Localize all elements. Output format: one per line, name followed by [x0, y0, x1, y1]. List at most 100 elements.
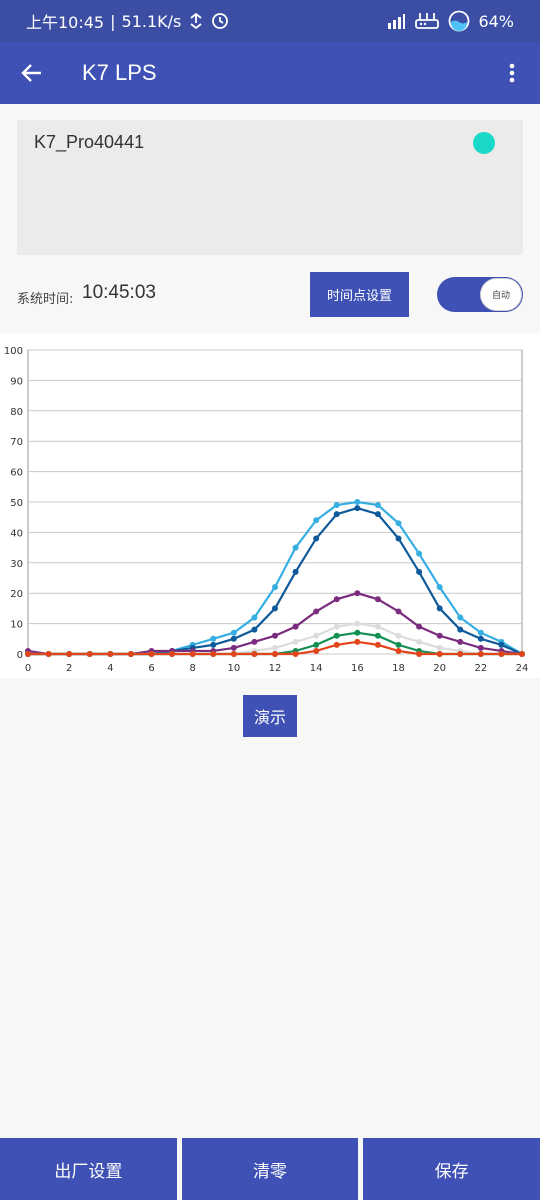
device-card[interactable]: K7_Pro40441 — [17, 120, 523, 255]
series-point-0 — [333, 502, 340, 509]
series-point-5 — [416, 651, 423, 657]
sync-icon — [187, 12, 205, 30]
x-tick-label: 16 — [351, 663, 364, 674]
series-point-5 — [272, 651, 278, 657]
battery-level: 64% — [478, 11, 514, 31]
series-point-5 — [210, 651, 217, 657]
series-point-1 — [230, 635, 237, 642]
y-tick-label: 60 — [10, 468, 23, 479]
series-point-1 — [436, 605, 443, 612]
y-tick-label: 70 — [10, 437, 23, 448]
series-point-5 — [457, 651, 464, 657]
series-point-1 — [457, 626, 464, 633]
series-point-5 — [292, 651, 299, 657]
series-point-2 — [477, 644, 484, 651]
back-button[interactable] — [2, 42, 62, 104]
status-divider: | — [110, 11, 116, 31]
series-point-2 — [436, 632, 443, 639]
series-point-4 — [395, 641, 402, 648]
y-tick-label: 80 — [10, 407, 23, 418]
time-row: 系统时间: 10:45:03 时间点设置 自动 — [0, 270, 540, 332]
series-point-3 — [395, 632, 402, 639]
series-point-3 — [436, 644, 443, 651]
series-point-4 — [313, 641, 320, 648]
battery-icon — [448, 10, 470, 32]
series-point-2 — [395, 608, 402, 615]
series-point-5 — [333, 641, 340, 648]
series-point-5 — [86, 651, 93, 657]
y-tick-label: 30 — [10, 559, 23, 570]
series-point-5 — [25, 651, 31, 657]
x-tick-label: 6 — [148, 663, 154, 674]
signal-icon — [386, 12, 406, 30]
series-point-5 — [251, 651, 258, 657]
series-point-0 — [416, 550, 423, 557]
x-tick-label: 14 — [310, 663, 323, 674]
series-point-5 — [148, 651, 155, 657]
timepoint-settings-button[interactable]: 时间点设置 — [310, 272, 409, 317]
series-point-1 — [498, 641, 505, 648]
status-left: 上午10:45 | 51.1K/s — [26, 9, 229, 33]
x-tick-label: 10 — [227, 663, 240, 674]
series-point-4 — [333, 632, 340, 639]
auto-mode-toggle[interactable]: 自动 — [437, 277, 523, 312]
series-point-0 — [354, 499, 361, 505]
clear-button[interactable]: 清零 — [181, 1138, 359, 1200]
x-tick-label: 8 — [189, 663, 195, 674]
series-point-0 — [436, 584, 443, 591]
series-point-1 — [313, 535, 320, 542]
series-point-0 — [251, 614, 258, 621]
series-point-2 — [292, 623, 299, 630]
series-point-1 — [416, 568, 423, 575]
x-tick-label: 18 — [392, 663, 405, 674]
series-point-2 — [457, 638, 464, 645]
y-tick-label: 10 — [10, 620, 23, 631]
series-point-0 — [477, 629, 484, 636]
y-tick-label: 90 — [10, 376, 23, 387]
series-point-3 — [416, 638, 423, 645]
auto-toggle-knob: 自动 — [480, 278, 522, 311]
y-tick-label: 20 — [10, 589, 23, 600]
series-point-2 — [251, 638, 258, 645]
y-tick-label: 50 — [10, 498, 23, 509]
back-arrow-icon — [21, 64, 41, 82]
page-title: K7 LPS — [82, 60, 157, 85]
series-point-0 — [272, 584, 278, 591]
x-tick-label: 2 — [66, 663, 72, 674]
x-tick-label: 20 — [433, 663, 446, 674]
series-point-0 — [374, 502, 381, 509]
series-point-2 — [272, 632, 278, 639]
status-time: 上午10:45 — [26, 13, 105, 32]
light-schedule-chart: 0 10 20 30 40 50 60 70 80 90 100 0 2 4 6 8 10 12 14 16 18 20 2… — [0, 333, 540, 678]
factory-reset-button[interactable]: 出厂设置 — [0, 1138, 177, 1200]
series-point-1 — [210, 641, 217, 648]
series-point-2 — [313, 608, 320, 615]
series-point-3 — [333, 623, 340, 630]
series-point-0 — [210, 635, 217, 642]
alarm-clock-icon — [211, 12, 229, 30]
series-point-0 — [457, 614, 464, 621]
series-point-4 — [374, 632, 381, 639]
x-tick-label: 24 — [516, 663, 529, 674]
system-time-value: 10:45:03 — [82, 282, 156, 303]
series-point-3 — [313, 632, 320, 639]
series-point-2 — [354, 590, 361, 597]
series-point-5 — [230, 651, 237, 657]
more-options-button[interactable] — [498, 56, 526, 90]
router-icon — [414, 11, 440, 31]
system-time-label: 系统时间: — [17, 292, 74, 307]
y-tick-label: 0 — [17, 650, 23, 661]
series-point-5 — [498, 651, 505, 657]
app-bar: K7 LPS — [0, 42, 540, 104]
save-button[interactable]: 保存 — [363, 1138, 540, 1200]
series-point-2 — [374, 596, 381, 603]
series-point-5 — [436, 651, 443, 657]
series-point-2 — [416, 623, 423, 630]
series-point-0 — [395, 520, 402, 527]
series-point-1 — [272, 605, 278, 612]
series-point-1 — [292, 568, 299, 575]
series-point-2 — [230, 644, 237, 651]
series-point-4 — [354, 629, 361, 636]
device-name: K7_Pro40441 — [34, 132, 145, 152]
demo-button[interactable]: 演示 — [243, 695, 297, 737]
